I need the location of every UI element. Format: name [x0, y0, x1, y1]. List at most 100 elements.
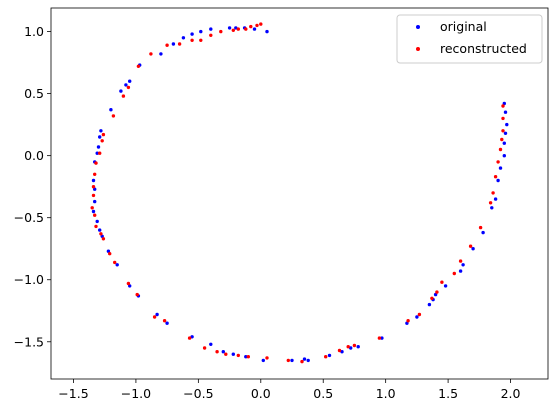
data-point-original-10: [159, 52, 163, 56]
data-point-reconstructed-44: [324, 355, 328, 359]
data-point-reconstructed-66: [501, 104, 505, 108]
data-point-original-62: [502, 154, 506, 158]
data-point-reconstructed-49: [406, 319, 410, 323]
data-point-original-17: [98, 135, 102, 139]
data-point-original-56: [471, 247, 475, 251]
data-point-original-60: [496, 178, 500, 183]
data-point-original-49: [415, 315, 419, 319]
data-point-reconstructed-35: [187, 336, 192, 340]
data-point-reconstructed-34: [162, 319, 167, 323]
data-point-original-47: [380, 336, 384, 340]
data-point-reconstructed-24: [90, 206, 94, 210]
data-point-reconstructed-42: [286, 358, 290, 363]
data-point-reconstructed-58: [488, 201, 493, 205]
data-point-reconstructed-41: [265, 356, 269, 360]
data-point-original-13: [124, 83, 128, 87]
data-point-reconstructed-12: [149, 52, 153, 56]
data-point-original-64: [503, 131, 508, 135]
data-point-reconstructed-22: [91, 185, 96, 189]
data-point-original-41: [302, 357, 307, 361]
data-point-reconstructed-25: [93, 213, 97, 217]
data-point-reconstructed-7: [209, 33, 213, 37]
data-point-reconstructed-56: [468, 244, 473, 248]
y-tick-label: 1.0: [24, 24, 44, 39]
data-point-original-43: [327, 353, 332, 358]
data-point-original-32: [155, 312, 159, 317]
legend-label-original: original: [440, 19, 487, 34]
y-axis-ticks: 1.0 0.5 0.0 −0.5 −1.0 −1.5: [14, 24, 51, 349]
x-tick-label: 0.0: [251, 386, 271, 401]
data-point-reconstructed-9: [190, 38, 194, 42]
y-tick-label: 0.0: [24, 148, 44, 163]
data-point-original-45: [349, 346, 353, 350]
data-point-reconstructed-27: [99, 232, 103, 236]
x-tick-label: 1.5: [438, 386, 458, 401]
data-point-original-21: [91, 178, 96, 183]
data-point-original-61: [498, 166, 503, 170]
data-point-reconstructed-54: [452, 271, 456, 276]
data-point-original-66: [503, 110, 508, 114]
data-point-reconstructed-14: [126, 85, 131, 90]
data-point-reconstructed-16: [111, 114, 116, 118]
data-point-reconstructed-61: [496, 160, 500, 164]
data-point-original-53: [443, 284, 448, 288]
data-point-reconstructed-53: [440, 280, 444, 284]
data-point-original-9: [171, 42, 176, 46]
data-point-reconstructed-37: [215, 350, 219, 354]
data-point-original-40: [290, 358, 294, 363]
data-point-original-29: [115, 263, 119, 267]
y-tick-label: −0.5: [14, 210, 44, 225]
data-point-original-23: [93, 199, 97, 204]
y-tick-label: −1.5: [14, 334, 44, 349]
data-point-original-7: [190, 32, 194, 36]
data-point-reconstructed-19: [98, 151, 102, 155]
data-point-original-52: [433, 292, 438, 297]
legend-marker-reconstructed: [416, 47, 420, 51]
data-point-reconstructed-21: [93, 172, 97, 176]
data-point-original-6: [199, 29, 203, 34]
data-point-reconstructed-26: [94, 224, 98, 229]
data-point-original-24: [91, 209, 96, 214]
data-point-reconstructed-4: [236, 27, 240, 31]
data-point-original-16: [99, 129, 103, 133]
data-point-reconstructed-29: [108, 252, 112, 256]
data-point-original-15: [109, 108, 113, 112]
data-point-original-12: [128, 79, 132, 83]
data-point-reconstructed-23: [91, 193, 96, 198]
data-point-original-5: [209, 27, 213, 31]
data-point-original-0: [265, 29, 269, 34]
data-point-original-55: [461, 263, 465, 267]
x-tick-label: −0.5: [183, 386, 213, 401]
data-point-reconstructed-0: [259, 22, 263, 26]
data-point-original-8: [181, 36, 186, 40]
data-point-reconstructed-63: [500, 137, 504, 142]
data-point-original-19: [95, 151, 99, 155]
data-point-reconstructed-6: [219, 29, 223, 34]
data-point-original-57: [481, 230, 485, 235]
data-point-original-35: [209, 342, 213, 346]
data-point-reconstructed-38: [224, 352, 228, 356]
data-point-reconstructed-20: [94, 161, 98, 165]
data-point-reconstructed-13: [136, 64, 141, 69]
data-point-original-4: [227, 26, 232, 30]
x-tick-label: −1.5: [58, 386, 88, 401]
data-point-reconstructed-15: [121, 94, 126, 98]
plot-frame: [50, 7, 549, 380]
data-point-reconstructed-65: [501, 116, 505, 121]
data-point-reconstructed-32: [135, 292, 139, 297]
data-point-reconstructed-2: [249, 24, 253, 29]
x-tick-label: −1.0: [121, 386, 151, 401]
data-point-reconstructed-59: [491, 191, 495, 195]
data-point-reconstructed-43: [300, 359, 304, 364]
data-point-reconstructed-47: [352, 343, 357, 348]
data-point-original-28: [106, 249, 111, 253]
data-point-reconstructed-1: [255, 23, 259, 28]
data-point-original-42: [306, 358, 310, 363]
data-point-original-65: [505, 122, 509, 127]
data-point-reconstructed-33: [152, 315, 157, 319]
data-point-reconstructed-10: [177, 42, 182, 46]
data-point-reconstructed-17: [101, 132, 106, 137]
data-point-original-1: [252, 27, 257, 31]
data-point-reconstructed-62: [498, 147, 503, 152]
x-tick-label: 1.0: [376, 386, 396, 401]
